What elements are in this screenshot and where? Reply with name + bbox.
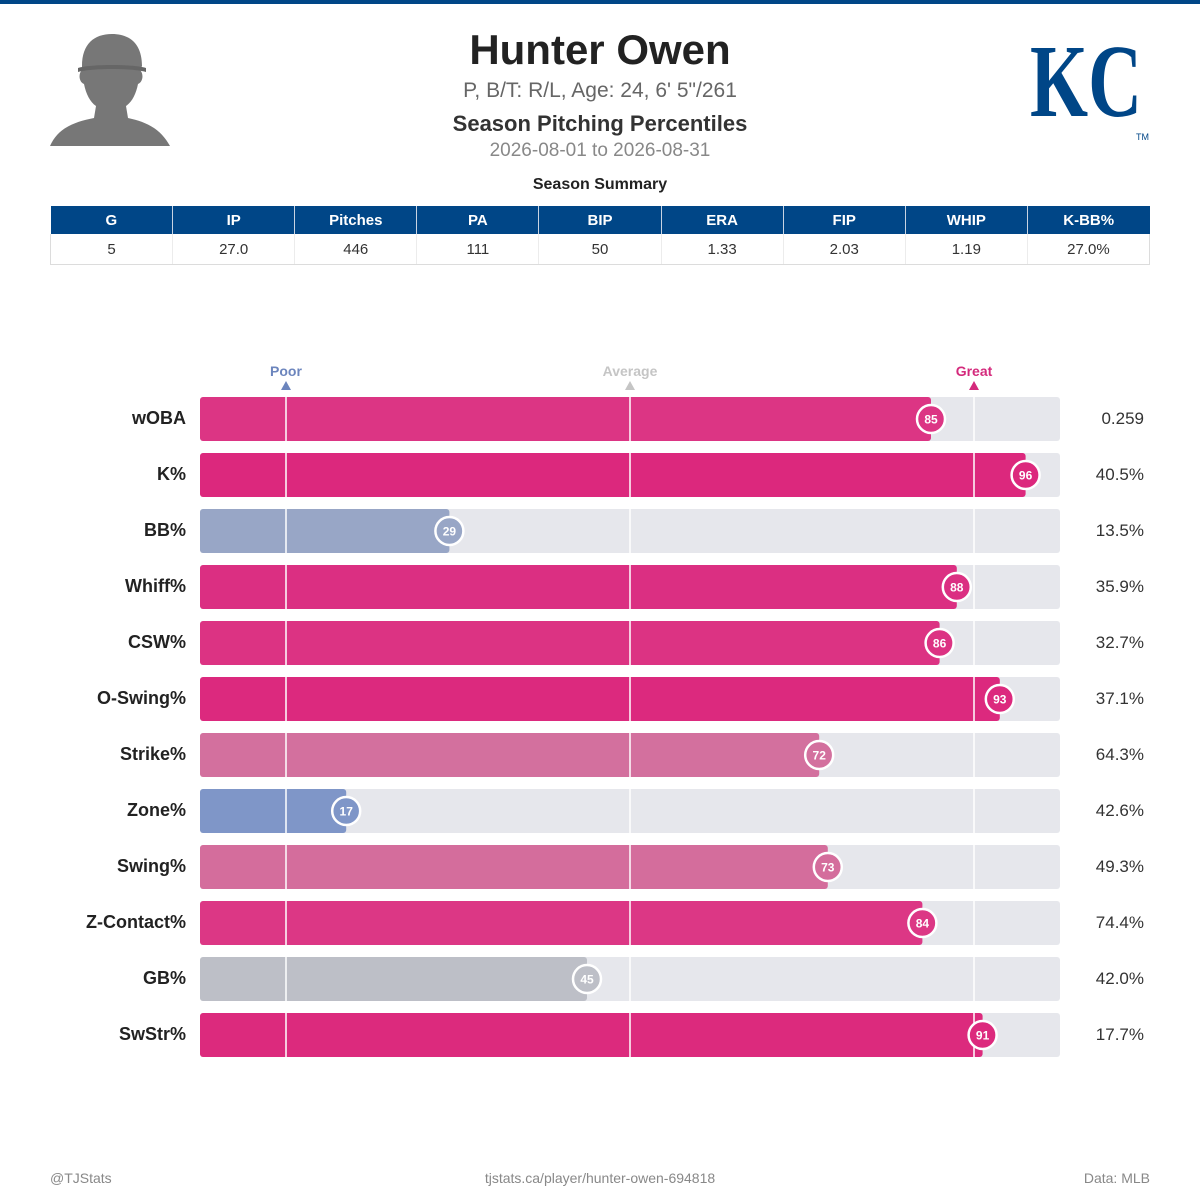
summary-value-cell: 27.0% xyxy=(1026,234,1151,265)
percentile-value: 29 xyxy=(443,525,457,539)
summary-header-cell: IP xyxy=(172,206,295,234)
stat-value: 49.3% xyxy=(1096,857,1144,876)
percentile-value: 73 xyxy=(821,861,835,875)
average-label: Average xyxy=(603,363,658,379)
percentile-badge xyxy=(915,403,947,435)
average-marker-icon xyxy=(625,381,635,390)
summary-value-cell: 1.33 xyxy=(660,234,784,265)
stat-value: 0.259 xyxy=(1101,409,1144,428)
percentile-bar xyxy=(200,789,347,833)
summary-header-cell: WHIP xyxy=(904,206,1028,234)
metric-label: Zone% xyxy=(127,800,186,820)
player-bio: P, B/T: R/L, Age: 24, 6' 5"/261 xyxy=(463,79,737,102)
percentile-value: 86 xyxy=(933,637,947,651)
summary-header-cell: ERA xyxy=(660,206,784,234)
summary-value-cell: 50 xyxy=(538,234,662,265)
svg-text:TM: TM xyxy=(1136,132,1149,142)
team-logo: KC TM xyxy=(1030,24,1149,142)
percentile-value: 91 xyxy=(976,1029,990,1043)
summary-header-cell: BIP xyxy=(538,206,662,234)
percentile-bar xyxy=(200,845,828,889)
percentile-badge xyxy=(1010,459,1041,491)
svg-text:KC: KC xyxy=(1030,24,1142,139)
page-subtitle: Season Pitching Percentiles xyxy=(452,111,748,136)
player-name: Hunter Owen xyxy=(469,26,731,73)
player-silhouette-icon xyxy=(50,34,170,146)
percentile-bar xyxy=(200,677,1000,721)
poor-marker-icon xyxy=(281,381,291,390)
percentile-badge xyxy=(984,683,1016,715)
percentile-value: 93 xyxy=(993,693,1007,707)
metric-label: wOBA xyxy=(131,408,186,428)
percentile-value: 96 xyxy=(1019,469,1033,483)
summary-value-cell: 27.0 xyxy=(172,234,295,265)
percentile-value: 45 xyxy=(580,973,594,987)
percentile-badge xyxy=(941,571,973,603)
summary-value-cell: 111 xyxy=(416,234,539,265)
season-summary-table: G IP Pitches PA BIP ERA FIP WHIP K-BB% 5 27.0 446 1… xyxy=(49,206,1151,265)
poor-label: Poor xyxy=(270,363,302,379)
footer-source: Data: MLB xyxy=(1083,1170,1150,1186)
percentile-badge xyxy=(924,627,955,659)
metric-label: K% xyxy=(157,464,186,484)
percentile-value: 88 xyxy=(950,581,964,595)
stat-value: 42.0% xyxy=(1096,969,1144,988)
great-marker-icon xyxy=(969,381,979,390)
percentile-bar xyxy=(200,733,820,777)
percentile-value: 84 xyxy=(916,917,930,931)
percentile-value: 72 xyxy=(813,749,827,763)
percentile-bar xyxy=(200,621,940,665)
percentile-value: 17 xyxy=(340,805,354,819)
percentile-badge xyxy=(434,515,465,547)
metric-label: Z-Contact% xyxy=(86,912,186,932)
stat-value: 64.3% xyxy=(1096,745,1144,764)
stat-value: 13.5% xyxy=(1096,521,1144,540)
percentile-bar xyxy=(200,509,450,553)
percentile-bar xyxy=(200,453,1026,497)
summary-header-cell: K-BB% xyxy=(1026,206,1150,234)
footer-handle: @TJStats xyxy=(50,1170,112,1186)
percentile-bar xyxy=(200,957,587,1001)
stat-value: 35.9% xyxy=(1096,577,1144,596)
stat-value: 42.6% xyxy=(1096,801,1144,820)
metric-label: Whiff% xyxy=(125,576,186,596)
percentile-badge xyxy=(571,963,603,995)
stat-value: 17.7% xyxy=(1096,1025,1144,1044)
date-range: 2026-08-01 to 2026-08-31 xyxy=(489,140,711,161)
percentile-bar xyxy=(200,565,957,609)
percentile-badge xyxy=(812,851,844,883)
metric-label: Strike% xyxy=(120,744,186,764)
stat-value: 32.7% xyxy=(1096,633,1144,652)
summary-value-cell: 5 xyxy=(49,234,173,265)
summary-value-cell: 446 xyxy=(294,234,417,265)
summary-header-cell: PA xyxy=(416,206,539,234)
metric-label: O-Swing% xyxy=(97,688,186,708)
summary-title: Season Summary xyxy=(532,176,668,193)
summary-value-cell: 2.03 xyxy=(782,234,906,265)
metric-label: SwStr% xyxy=(119,1024,186,1044)
metric-label: BB% xyxy=(144,520,186,540)
summary-header-cell: G xyxy=(50,206,173,234)
summary-header-cell: FIP xyxy=(782,206,906,234)
footer-url: tjstats.ca/player/hunter-owen-694818 xyxy=(484,1170,716,1186)
percentile-bar xyxy=(200,901,923,945)
summary-header-cell: Pitches xyxy=(294,206,417,234)
summary-value-cell: 1.19 xyxy=(904,234,1028,265)
percentile-badge xyxy=(967,1019,998,1051)
stat-value: 40.5% xyxy=(1096,465,1144,484)
metric-label: Swing% xyxy=(117,856,186,876)
metric-label: CSW% xyxy=(128,632,186,652)
percentile-badge xyxy=(330,795,362,827)
stat-value: 37.1% xyxy=(1096,689,1144,708)
percentile-value: 85 xyxy=(924,413,938,427)
percentile-bar xyxy=(200,397,931,441)
percentile-chart: Poor Average Great wOBA 0.259 K% 40.5% BB% 13.5%… xyxy=(86,363,1144,1057)
percentile-badge xyxy=(803,739,835,771)
percentile-bar xyxy=(200,1013,983,1057)
percentile-badge xyxy=(907,907,938,939)
top-accent-bar xyxy=(0,0,1200,4)
great-label: Great xyxy=(956,363,993,379)
metric-label: GB% xyxy=(143,968,186,988)
stat-value: 74.4% xyxy=(1096,913,1144,932)
